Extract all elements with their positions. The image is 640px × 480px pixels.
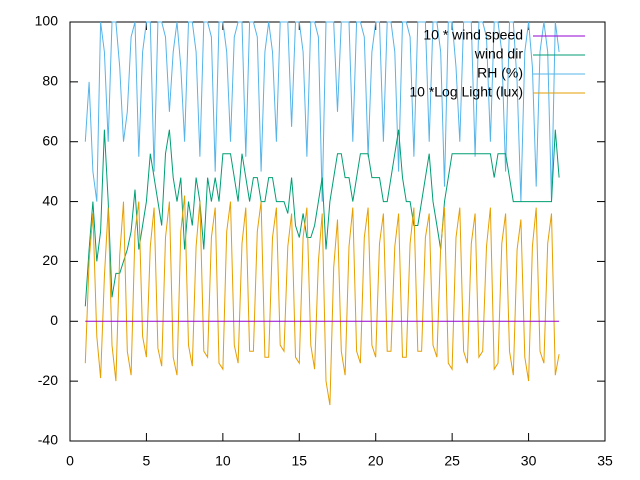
- y-tick-label: 60: [42, 132, 58, 148]
- y-tick-label: 80: [42, 73, 58, 89]
- series-line: [84, 195, 560, 406]
- x-tick-label: 15: [291, 453, 307, 469]
- series-line: [84, 129, 560, 307]
- x-tick-label: 35: [597, 453, 613, 469]
- y-tick-label: 40: [42, 192, 58, 208]
- x-tick-label: 20: [368, 453, 384, 469]
- x-tick-label: 5: [143, 453, 151, 469]
- legend-label: 10 *Log Light (lux): [409, 84, 523, 100]
- x-tick-label: 0: [66, 453, 74, 469]
- legend-label: 10 * wind speed: [423, 27, 523, 43]
- y-tick-label: 20: [42, 252, 58, 268]
- x-tick-label: 25: [444, 453, 460, 469]
- y-tick-label: -40: [38, 432, 58, 448]
- y-tick-label: -20: [38, 372, 58, 388]
- y-tick-label: 100: [35, 13, 59, 29]
- legend-label: RH (%): [477, 65, 523, 81]
- legend-label: wind dir: [474, 46, 524, 62]
- x-tick-label: 10: [215, 453, 231, 469]
- series-line: [84, 21, 560, 202]
- plot-border: [69, 21, 606, 442]
- y-tick-label: 0: [50, 312, 58, 328]
- x-tick-label: 30: [521, 453, 537, 469]
